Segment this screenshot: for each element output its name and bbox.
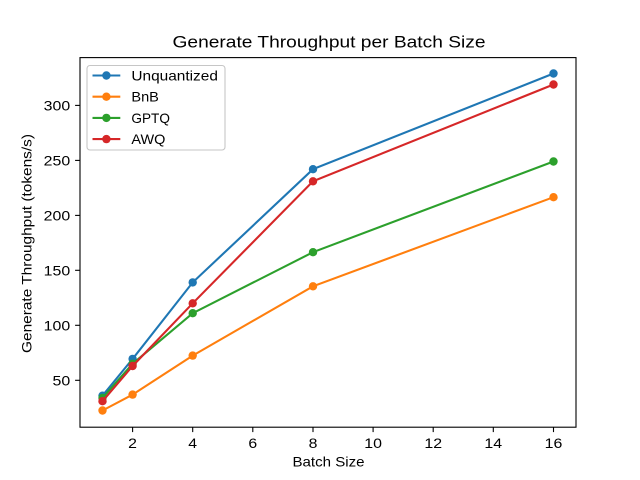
svg-text:14: 14 — [484, 435, 502, 451]
svg-text:10: 10 — [364, 435, 382, 451]
svg-text:8: 8 — [309, 435, 318, 451]
svg-text:50: 50 — [53, 372, 71, 388]
svg-text:300: 300 — [44, 97, 71, 113]
svg-text:16: 16 — [545, 435, 563, 451]
svg-text:12: 12 — [424, 435, 442, 451]
svg-text:200: 200 — [44, 207, 71, 223]
svg-text:GPTQ: GPTQ — [131, 110, 170, 126]
svg-text:150: 150 — [44, 262, 71, 278]
svg-text:6: 6 — [248, 435, 257, 451]
svg-text:100: 100 — [44, 317, 71, 333]
svg-text:Unquantized: Unquantized — [131, 68, 218, 84]
svg-text:AWQ: AWQ — [131, 131, 165, 147]
svg-text:Generate Throughput per Batch: Generate Throughput per Batch Size — [173, 33, 486, 52]
svg-text:4: 4 — [188, 435, 197, 451]
svg-text:Batch Size: Batch Size — [293, 453, 365, 469]
svg-text:250: 250 — [44, 152, 71, 168]
svg-text:Generate Throughput (tokens/s): Generate Throughput (tokens/s) — [18, 134, 34, 353]
svg-text:BnB: BnB — [131, 89, 159, 105]
svg-text:2: 2 — [128, 435, 137, 451]
